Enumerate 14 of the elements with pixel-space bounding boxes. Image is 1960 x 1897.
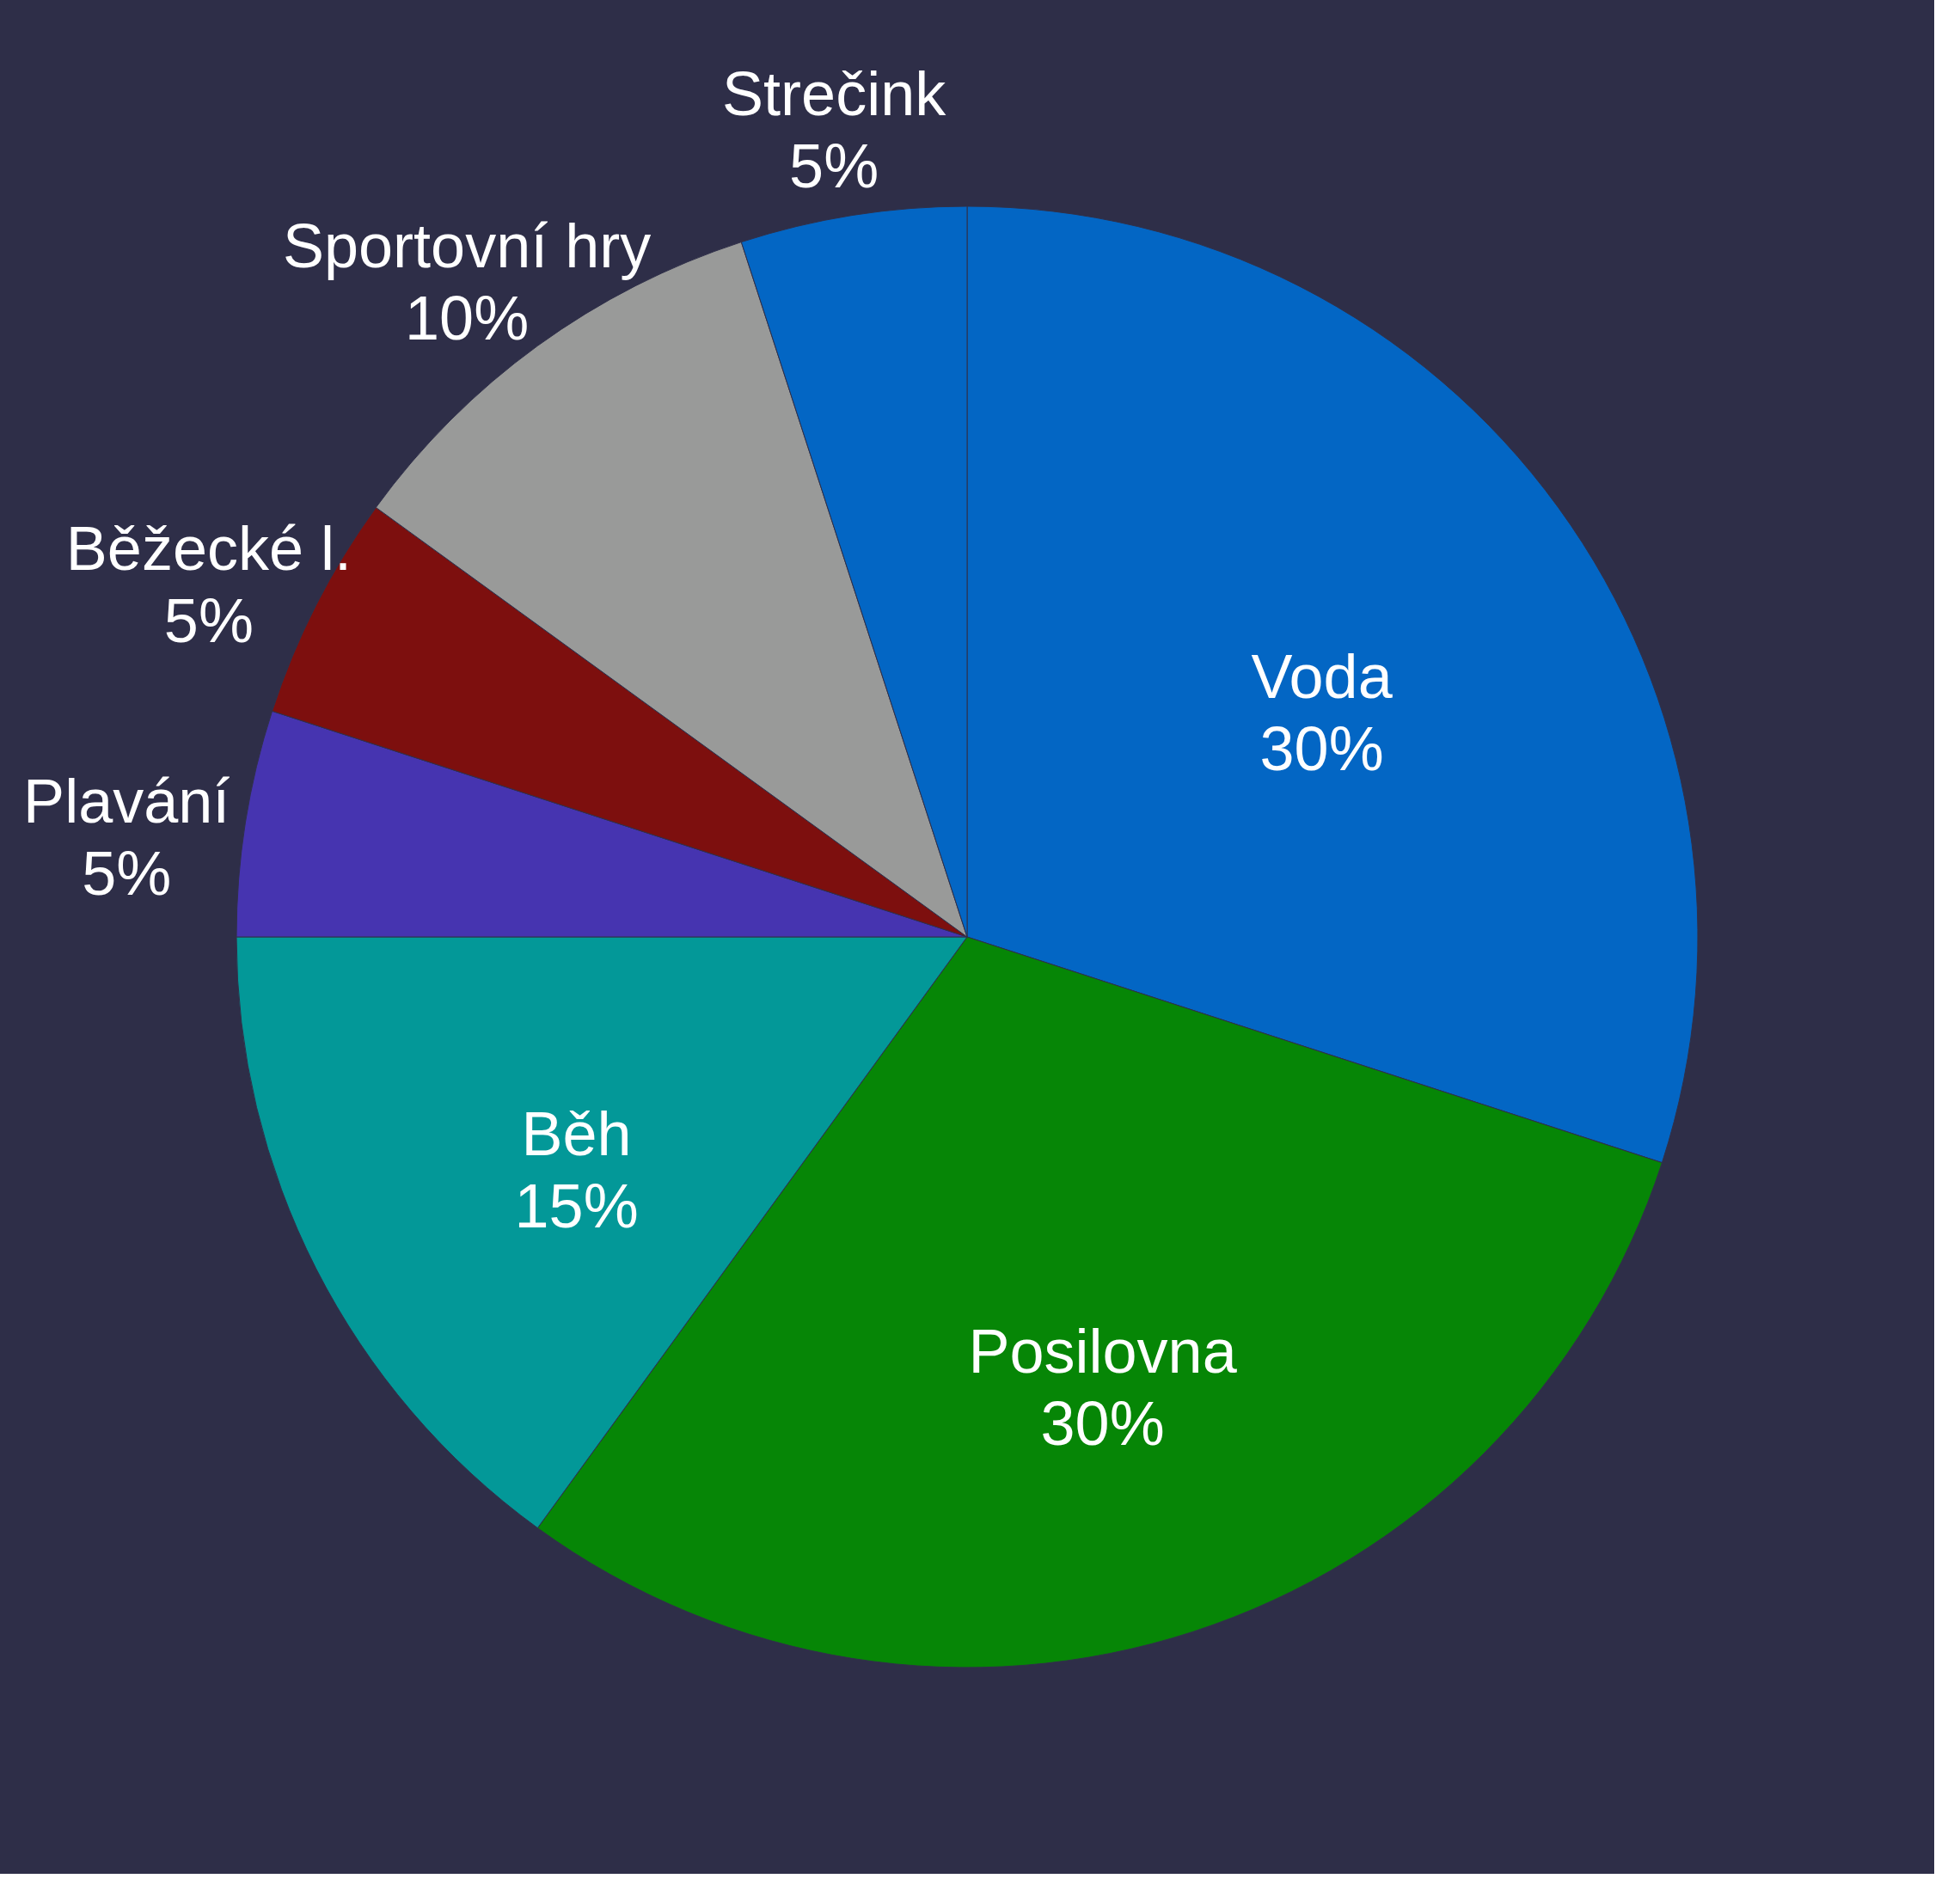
slice-label: Běžecké l. [65,513,352,583]
slice-label: Sportovní hry [282,211,652,281]
slice-label: Posilovna [968,1317,1238,1386]
data-label: 10% [405,284,530,353]
data-label: 15% [514,1171,639,1240]
data-label: 30% [1040,1389,1165,1459]
slice-label: Plavání [23,767,230,836]
data-label: 5% [163,585,254,655]
data-label: 5% [789,132,879,201]
slice-label: Běh [521,1098,632,1168]
slice-label: Strečink [722,59,947,129]
slice-label: Voda [1251,642,1393,712]
data-label: 30% [1259,714,1384,784]
data-label: 5% [82,839,172,909]
